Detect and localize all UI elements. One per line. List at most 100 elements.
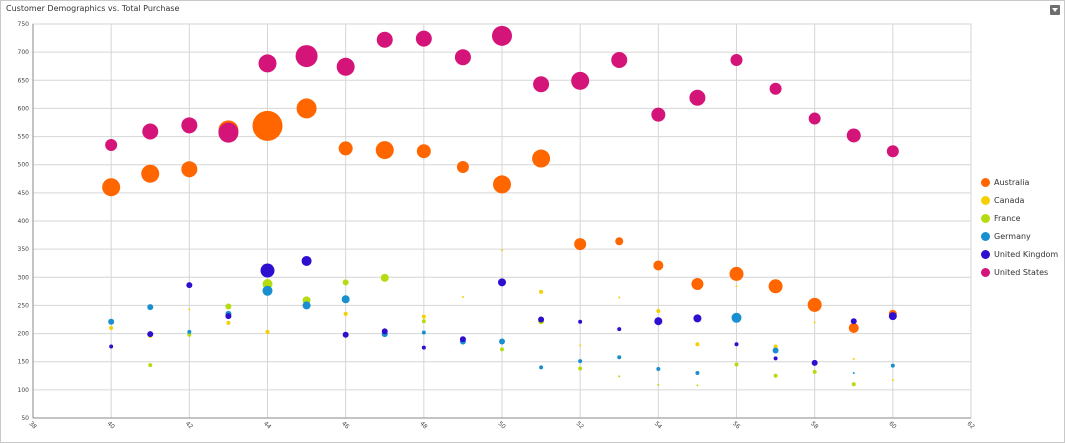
bubble-canada: [656, 309, 661, 314]
bubble-canada: [226, 320, 231, 325]
bubble-united-states: [492, 25, 512, 46]
chart-title: Customer Demographics vs. Total Purchase: [6, 4, 180, 13]
bubble-united-states: [846, 128, 861, 143]
bubble-united-states: [886, 145, 899, 158]
bubble-germany: [499, 338, 505, 345]
x-tick-label: 38: [27, 420, 37, 430]
bubble-united-kingdom: [617, 327, 622, 332]
y-tick-label: 650: [18, 77, 30, 84]
bubble-united-states: [218, 122, 239, 143]
bubble-united-states: [769, 82, 782, 95]
bubble-canada: [695, 342, 700, 347]
bubble-united-kingdom: [186, 282, 193, 289]
bubble-australia: [653, 260, 664, 271]
bubble-france: [342, 279, 349, 286]
bubble-germany: [731, 312, 742, 323]
bubble-france: [657, 383, 660, 386]
bubble-germany: [341, 295, 350, 304]
bubble-france: [421, 319, 426, 324]
legend-swatch-france: [981, 213, 990, 223]
bubble-canada: [579, 344, 582, 347]
data-marks: [102, 25, 899, 387]
bubble-australia: [375, 141, 394, 160]
bubble-united-states: [611, 52, 628, 69]
bubble-germany: [108, 318, 115, 325]
legend-label: United Kingdom: [994, 249, 1059, 259]
bubble-united-states: [415, 30, 432, 47]
bubble-france: [500, 347, 504, 352]
bubble-france: [618, 375, 621, 378]
bubble-united-kingdom: [301, 255, 312, 266]
bubble-germany: [421, 330, 426, 335]
axes: 50 100 150 200 250 300 350 400 450 500 550 600 650 70…: [18, 21, 976, 431]
x-tick-label: 48: [418, 420, 428, 430]
bubble-france: [851, 382, 856, 387]
bubble-canada: [421, 314, 426, 319]
legend-swatch-australia: [981, 177, 990, 187]
x-tick-label: 42: [184, 420, 194, 430]
legend-item-united-kingdom[interactable]: United Kingdom: [981, 245, 1058, 263]
bubble-france: [812, 369, 817, 374]
legend-item-germany[interactable]: Germany: [981, 227, 1058, 245]
bubble-united-states: [258, 54, 277, 73]
bubble-france: [148, 363, 153, 368]
legend-swatch-united-states: [981, 267, 990, 277]
bubble-canada: [461, 295, 464, 298]
legend-label: France: [994, 213, 1021, 223]
bubble-canada: [188, 308, 191, 311]
bubble-germany: [539, 365, 544, 370]
bubble-france: [578, 366, 583, 371]
legend-label: Canada: [994, 195, 1025, 205]
bubble-united-kingdom: [342, 331, 349, 338]
x-tick-label: 46: [340, 420, 350, 430]
bubble-canada: [539, 289, 544, 294]
bubble-united-states: [689, 89, 706, 106]
dropdown-menu-icon[interactable]: [1050, 5, 1060, 15]
bubble-united-states: [105, 139, 118, 152]
bubble-canada: [735, 285, 738, 288]
bubble-united-kingdom: [109, 344, 114, 349]
bubble-australia: [296, 98, 317, 119]
bubble-canada: [852, 357, 855, 360]
bubble-france: [380, 273, 389, 282]
bubble-united-kingdom: [147, 331, 154, 338]
legend-item-australia[interactable]: Australia: [981, 173, 1058, 191]
bubble-united-kingdom: [421, 345, 426, 350]
y-tick-label: 550: [18, 134, 30, 141]
y-tick-label: 300: [18, 274, 30, 281]
bubble-united-states: [336, 57, 355, 76]
legend-label: Germany: [994, 231, 1031, 241]
bubble-united-states: [651, 107, 666, 122]
bubble-canada: [109, 325, 114, 330]
bubble-australia: [141, 164, 160, 183]
bubble-france: [773, 373, 778, 378]
bubble-australia: [615, 237, 624, 246]
bubble-germany: [187, 329, 192, 334]
x-tick-label: 40: [106, 420, 116, 430]
legend-item-canada[interactable]: Canada: [981, 191, 1058, 209]
bubble-united-kingdom: [888, 312, 897, 321]
bubble-australia: [807, 297, 822, 312]
y-tick-label: 100: [18, 387, 30, 394]
y-tick-label: 150: [18, 359, 30, 366]
bubble-united-kingdom: [734, 342, 739, 347]
bubble-germany: [578, 359, 583, 364]
bubble-canada: [813, 321, 816, 324]
x-tick-label: 56: [731, 420, 741, 430]
x-tick-label: 54: [653, 420, 663, 430]
legend-item-france[interactable]: France: [981, 209, 1058, 227]
bubble-united-kingdom: [850, 318, 857, 325]
bubble-germany: [772, 347, 779, 354]
bubble-united-kingdom: [773, 356, 778, 361]
bubble-australia: [848, 322, 859, 333]
y-tick-label: 450: [18, 190, 30, 197]
legend-item-united-states[interactable]: United States: [981, 263, 1058, 281]
y-tick-label: 700: [18, 49, 30, 56]
bubble-canada: [343, 311, 348, 316]
bubble-canada: [501, 249, 503, 252]
bubble-united-states: [533, 76, 550, 93]
x-tick-label: 60: [887, 420, 897, 430]
legend-label: United States: [994, 267, 1049, 277]
bubble-united-kingdom: [538, 316, 545, 323]
